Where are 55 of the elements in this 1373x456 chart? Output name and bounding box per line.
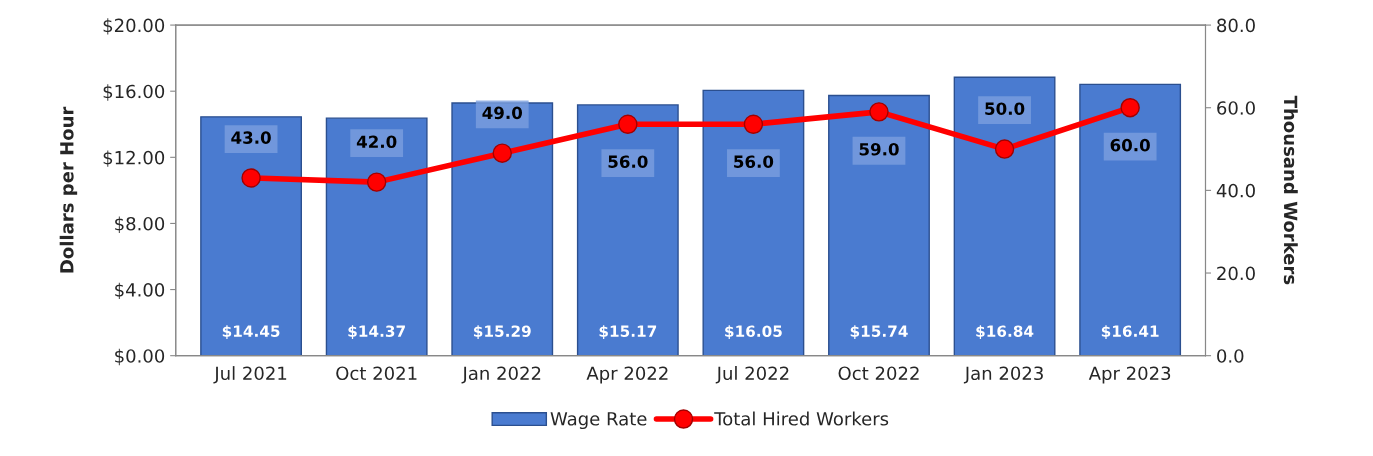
point bbox=[492, 143, 512, 163]
bar bbox=[200, 116, 303, 356]
data-label: $15.29 bbox=[473, 325, 531, 339]
y2-tick-label: 80.0 bbox=[1217, 18, 1255, 33]
data-label: $14.37 bbox=[348, 325, 405, 339]
point bbox=[241, 168, 261, 188]
point bbox=[994, 139, 1015, 159]
data-label: $16.84 bbox=[976, 325, 1034, 339]
data-label: 50.0 bbox=[985, 102, 1025, 115]
point bbox=[618, 114, 638, 134]
x-tick-label: Jul 2021 bbox=[213, 366, 287, 384]
data-label: 49.0 bbox=[482, 106, 523, 120]
data-label: 43.0 bbox=[231, 131, 271, 144]
data-label: 60.0 bbox=[1110, 138, 1150, 152]
data-label: 42.0 bbox=[356, 135, 397, 149]
data-label: $16.05 bbox=[725, 325, 782, 339]
data-label: $15.74 bbox=[850, 325, 908, 339]
y-tick-label: $4.00 bbox=[115, 282, 165, 300]
legend-label: Total Hired Workers bbox=[714, 411, 889, 426]
bar bbox=[451, 102, 554, 356]
legend-label: Wage Rate bbox=[550, 412, 647, 430]
y2-tick-label: 0.0 bbox=[1217, 349, 1244, 363]
y2-tick-label: 60.0 bbox=[1217, 101, 1255, 115]
x-tick-label: Oct 2022 bbox=[838, 366, 919, 381]
y2-axis-title: Thousand Workers bbox=[1283, 95, 1298, 285]
bar bbox=[828, 94, 930, 356]
bar bbox=[702, 89, 805, 356]
data-label: $15.17 bbox=[599, 325, 657, 339]
y-tick-label: $20.00 bbox=[103, 18, 165, 35]
data-label: 59.0 bbox=[859, 142, 899, 156]
data-label: 56.0 bbox=[608, 155, 648, 168]
point bbox=[869, 102, 889, 122]
data-label: $14.45 bbox=[222, 325, 280, 339]
point bbox=[366, 172, 387, 192]
x-tick-label: Jul 2022 bbox=[715, 366, 789, 384]
y-axis-title: Dollars per Hour bbox=[59, 106, 78, 273]
bar bbox=[576, 104, 679, 356]
bar bbox=[325, 117, 428, 356]
x-tick-label: Oct 2021 bbox=[336, 366, 417, 381]
y-tick-label: $16.00 bbox=[103, 84, 165, 101]
point bbox=[1120, 98, 1140, 118]
x-tick-label: Apr 2022 bbox=[586, 366, 668, 384]
bar bbox=[1079, 83, 1182, 356]
y-tick-label: $0.00 bbox=[115, 348, 165, 366]
y-tick-label: $8.00 bbox=[115, 216, 165, 233]
y2-tick-label: 20.0 bbox=[1217, 266, 1255, 281]
data-label: 56.0 bbox=[734, 155, 774, 168]
x-tick-label: Jan 2023 bbox=[963, 366, 1043, 384]
x-tick-label: Apr 2023 bbox=[1088, 366, 1171, 384]
y-tick-label: $12.00 bbox=[103, 150, 165, 167]
bar bbox=[953, 76, 1056, 356]
x-tick-label: Jan 2022 bbox=[461, 366, 541, 384]
data-label: $16.41 bbox=[1101, 325, 1159, 339]
y2-tick-label: 40.0 bbox=[1216, 183, 1255, 198]
point bbox=[743, 114, 764, 134]
